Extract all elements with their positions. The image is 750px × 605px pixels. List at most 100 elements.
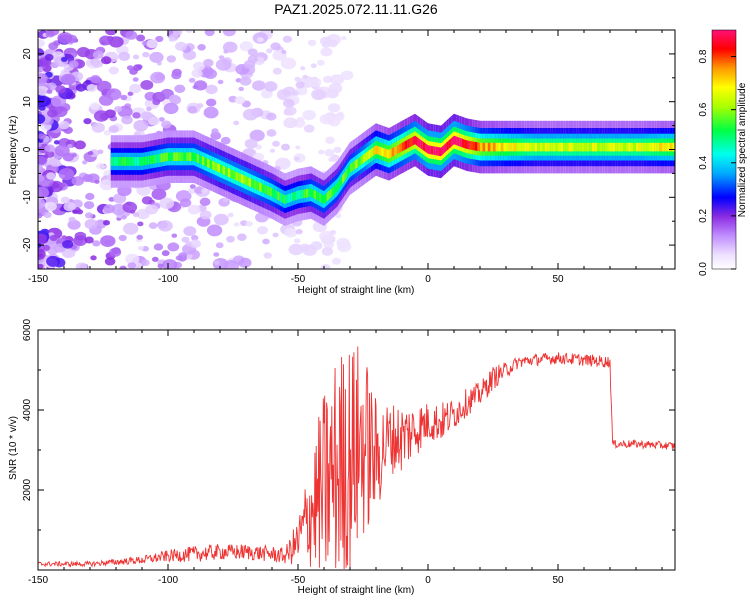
colorbar: 0.0 0.2 0.4 0.6 0.8 Normalized spectral ampl… xyxy=(698,29,748,276)
noise-blob xyxy=(185,30,193,33)
ridge-segment xyxy=(204,157,207,167)
noise-blob xyxy=(53,140,60,145)
ridge-segment xyxy=(581,142,584,152)
noise-blob xyxy=(188,187,196,194)
ridge-segment xyxy=(209,159,213,170)
ridge-segment xyxy=(519,142,522,152)
ridge-segment xyxy=(194,152,197,163)
noise-blob xyxy=(266,112,277,121)
ridge-segment xyxy=(420,139,423,150)
noise-blob xyxy=(84,219,98,230)
noise-blob xyxy=(171,71,182,80)
ridge-segment xyxy=(534,142,538,152)
noise-blob xyxy=(247,55,258,64)
ridge-segment xyxy=(435,146,439,156)
ridge-segment xyxy=(415,135,418,147)
ridge-segment xyxy=(227,167,231,178)
noise-blob xyxy=(38,212,43,219)
ridge-segment xyxy=(381,147,384,157)
noise-blob xyxy=(126,65,134,71)
ridge-segment xyxy=(617,142,621,152)
ridge-segment xyxy=(123,157,127,166)
ridge-segment xyxy=(290,192,293,203)
noise-blob xyxy=(155,35,164,43)
noise-blob xyxy=(55,85,66,94)
ridge-segment xyxy=(584,142,587,152)
ridge-segment xyxy=(277,191,280,202)
noise-blob xyxy=(151,256,159,262)
x-tick-label: -50 xyxy=(291,274,306,285)
noise-blob xyxy=(161,250,170,257)
noise-blob xyxy=(167,242,180,252)
noise-blob xyxy=(86,84,98,92)
noise-blob xyxy=(270,42,281,51)
ridge-segment xyxy=(201,156,205,166)
noise-blob xyxy=(171,233,178,238)
ridge-segment xyxy=(183,152,187,161)
noise-blob xyxy=(38,198,46,210)
noise-blob xyxy=(43,211,52,219)
ridge-segment xyxy=(144,156,148,166)
noise-blob xyxy=(58,120,70,130)
ridge-segment xyxy=(165,152,168,162)
noise-blob xyxy=(294,76,301,82)
ridge-segment xyxy=(350,162,353,173)
noise-blob xyxy=(213,252,220,257)
noise-blob xyxy=(38,39,45,47)
noise-blob xyxy=(74,231,87,241)
noise-blob xyxy=(223,260,239,269)
noise-blob xyxy=(189,184,196,189)
noise-blob xyxy=(72,209,78,214)
ridge-segment xyxy=(191,152,194,161)
noise-blob xyxy=(46,255,61,267)
noise-blob xyxy=(242,108,259,121)
ridge-segment xyxy=(342,172,345,185)
ridge-segment xyxy=(545,142,548,152)
noise-blob xyxy=(166,55,176,63)
ridge-segment xyxy=(399,142,402,153)
ridge-segment xyxy=(121,157,124,166)
ridge-segment xyxy=(199,154,202,165)
ridge-segment xyxy=(214,161,218,172)
ridge-segment xyxy=(628,142,631,152)
ridge-segment xyxy=(425,143,428,154)
noise-blob xyxy=(68,60,79,68)
ridge-segment xyxy=(524,142,527,152)
noise-blob xyxy=(122,201,138,213)
ridge-segment xyxy=(331,185,335,197)
noise-blob xyxy=(307,39,317,46)
noise-blob xyxy=(44,144,55,153)
noise-blob xyxy=(341,36,347,41)
noise-blob xyxy=(90,255,97,261)
noise-blob xyxy=(324,149,335,157)
noise-blob xyxy=(42,244,51,251)
noise-blob xyxy=(64,167,70,172)
noise-blob xyxy=(203,58,214,67)
ridge-segment xyxy=(311,188,314,199)
noise-blob xyxy=(83,118,92,125)
ridge-segment xyxy=(217,163,220,173)
ridge-segment xyxy=(173,152,176,161)
ridge-segment xyxy=(493,142,496,152)
noise-blob xyxy=(174,84,186,94)
noise-blob xyxy=(58,168,75,181)
noise-blob xyxy=(168,94,180,104)
ridge-segment xyxy=(261,183,265,194)
noise-blob xyxy=(46,30,60,36)
noise-blob xyxy=(269,148,276,153)
ridge-segment xyxy=(305,188,309,198)
noise-blob xyxy=(283,117,298,129)
noise-blob xyxy=(120,94,128,101)
ridge-segment xyxy=(586,142,590,152)
ridge-segment xyxy=(633,142,636,152)
noise-blob xyxy=(222,30,236,37)
noise-blob xyxy=(100,235,116,248)
noise-blob xyxy=(101,56,112,65)
snr-series-line xyxy=(38,346,675,570)
noise-blob xyxy=(206,98,217,107)
ridge-segment xyxy=(110,157,114,166)
noise-blob xyxy=(47,109,58,118)
ridge-segment xyxy=(321,194,324,204)
noise-blob xyxy=(333,146,342,154)
noise-blob xyxy=(295,145,301,150)
